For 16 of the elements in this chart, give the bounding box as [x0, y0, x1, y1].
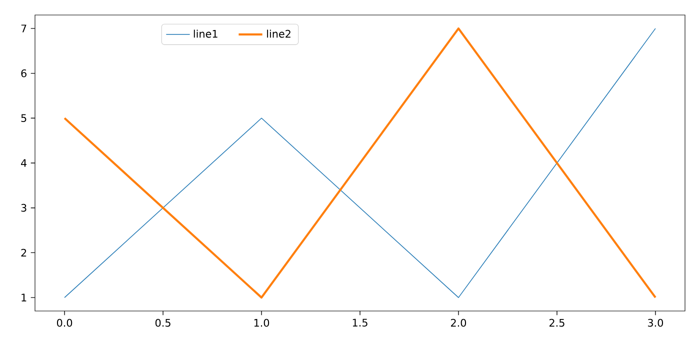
y-tick-label: 4 [21, 159, 27, 167]
x-tick-label: 1.5 [352, 318, 368, 327]
x-tick-label: 0.5 [155, 318, 170, 327]
x-tick-label: 0.0 [56, 318, 72, 327]
legend-label: line1 [194, 30, 218, 38]
y-tick-label: 2 [21, 248, 26, 257]
y-tick-label: 3 [21, 204, 26, 212]
legend-label: line2 [267, 30, 290, 38]
x-tick-label: 2.0 [450, 318, 466, 327]
x-tick-label: 3.0 [648, 318, 664, 327]
y-tick-label: 5 [21, 114, 26, 122]
x-tick-label: 1.0 [254, 318, 270, 327]
y-tick-label: 7 [21, 24, 26, 32]
y-tick-label: 6 [21, 69, 26, 78]
x-tick-label: 2.5 [549, 318, 564, 327]
y-tick-label: 1 [22, 294, 26, 302]
